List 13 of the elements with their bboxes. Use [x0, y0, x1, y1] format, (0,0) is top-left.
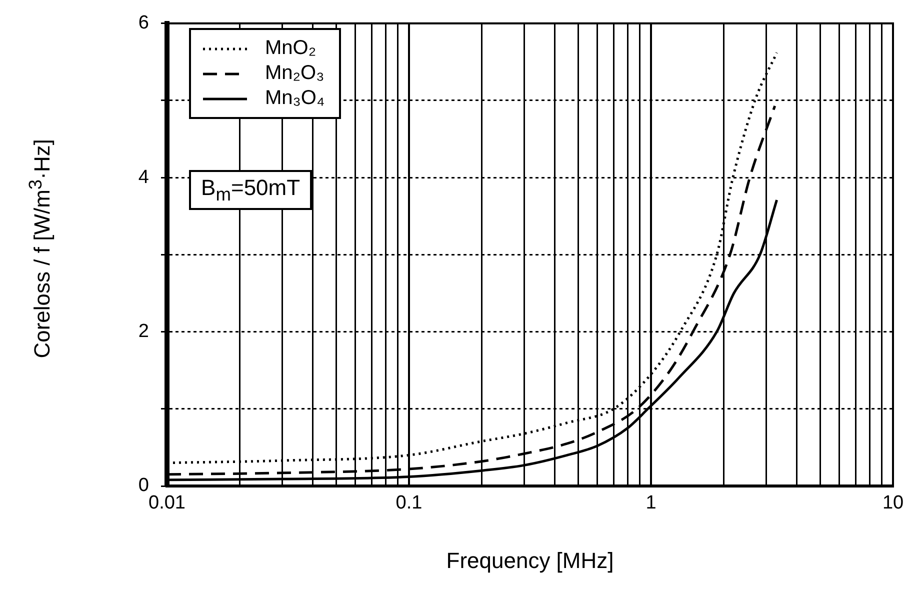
legend-label: Mn₃O₄	[265, 86, 325, 111]
x-axis-title: Frequency [MHz]	[445, 548, 615, 574]
legend-label: Mn₂O₃	[265, 61, 324, 86]
y-tick-label: 0	[138, 475, 149, 496]
y-tick-label: 2	[138, 321, 149, 342]
y-tick-label: 4	[138, 166, 150, 188]
x-tick-label: 10	[882, 492, 904, 514]
x-tick-label: 0.01	[148, 492, 186, 514]
x-tick-label: 1	[646, 492, 656, 514]
annotation: B$_{m}$=50mT	[189, 170, 312, 210]
y-tick-label: 6	[138, 12, 149, 34]
legend-label: MnO₂	[265, 36, 316, 61]
x-tick-label: 0.1	[396, 492, 422, 514]
